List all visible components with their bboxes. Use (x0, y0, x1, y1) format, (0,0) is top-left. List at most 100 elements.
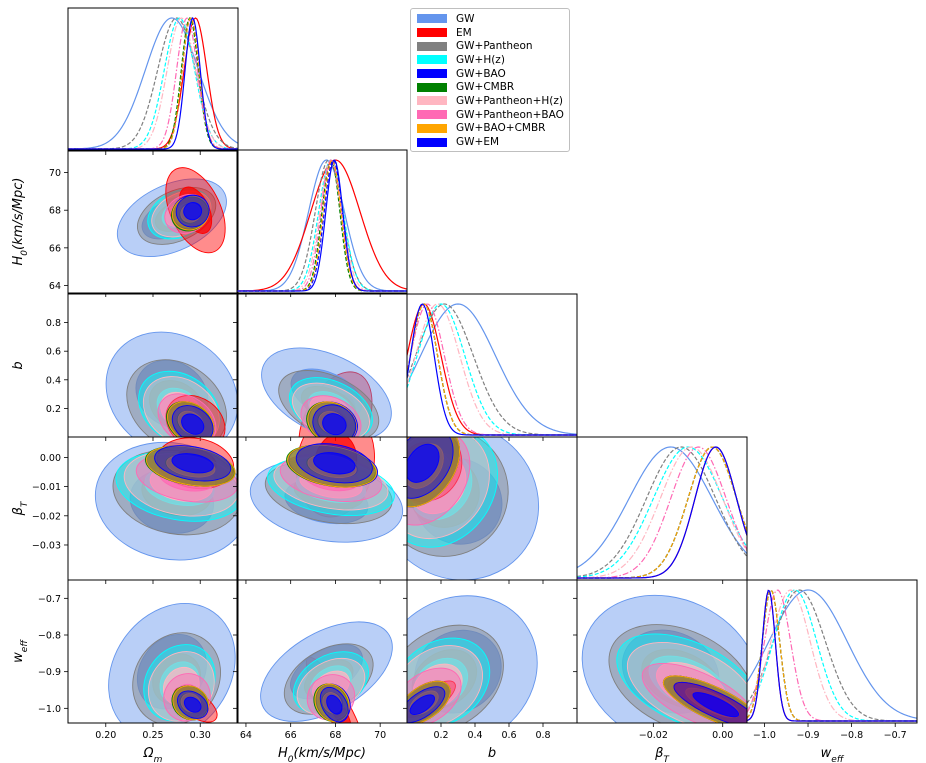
panel-H0-Om: 64 66 68 70 (49, 149, 239, 297)
marginal-Om-GW+EM (68, 16, 238, 150)
panel-bT-b (403, 436, 578, 584)
x-tick-label: −0.7 (884, 730, 907, 741)
x-axis-label-b: b (488, 746, 496, 761)
legend-swatch (417, 28, 447, 38)
panel-w-H0: 64 66 68 70 (233, 579, 408, 741)
y-tick-label: 70 (49, 168, 61, 179)
x-tick-label: −0.02 (639, 730, 668, 741)
x-axis-label-bT: βT (654, 746, 670, 763)
y-axis-label-b: b (11, 361, 26, 369)
marginal-bT-GW+EM (577, 446, 747, 579)
marginal-Om-GW+Pantheon+H(z) (68, 17, 238, 150)
x-tick-label: 70 (374, 730, 386, 741)
x-tick-label: −0.9 (796, 730, 819, 741)
legend-swatch (417, 55, 447, 65)
contour-Om-H0-GW+EM-68 (183, 202, 203, 221)
y-axis-label-H0: H0(km/s/Mpc) (11, 178, 30, 266)
y-tick-label: 0.8 (46, 318, 61, 329)
y-tick-label: −1.0 (38, 704, 61, 715)
y-tick-label: −0.03 (32, 540, 61, 551)
legend-swatch (417, 82, 447, 92)
contour-H0-b-GW+EM-68 (322, 413, 347, 436)
marginal-b-GW+BAO+CMBR (407, 303, 577, 436)
x-tick-label: 0.8 (535, 730, 550, 741)
panel-bT-Om: −0.03 −0.02 −0.01 0.00 (32, 436, 239, 584)
marginal-b-GW+EM (407, 303, 577, 436)
contour-b-w-GW+EM-68 (409, 694, 436, 715)
marginal-H0-GW+EM (237, 159, 407, 292)
y-tick-label: −0.01 (32, 482, 61, 493)
x-tick-label: 0.20 (95, 730, 116, 741)
x-tick-label: 66 (285, 730, 297, 741)
legend-swatch (417, 69, 447, 79)
legend-entry: GW+Pantheon (417, 39, 563, 53)
x-axis-label-w: weff (821, 746, 845, 763)
x-tick-label: −0.8 (840, 730, 863, 741)
legend-entry: GW (417, 12, 563, 26)
legend-label: GW+Pantheon+BAO (456, 108, 564, 121)
legend-label: GW+H(z) (456, 53, 505, 66)
panel-H0-H0 (236, 149, 408, 297)
legend-entry: GW+EM (417, 135, 563, 149)
x-axis-label-Om: Ωm (143, 746, 163, 763)
contour-H0-bT-GW+EM-68 (313, 452, 356, 475)
marginal-w-GW (747, 589, 917, 719)
legend-entry: GW+BAO+CMBR (417, 122, 563, 136)
x-axis-label-H0: H0(km/s/Mpc) (278, 746, 366, 763)
panel-Om-Om (67, 7, 239, 155)
y-axis-label-w: weff (11, 639, 30, 663)
panel-frame (576, 436, 748, 581)
legend-swatch (417, 137, 447, 147)
x-tick-label: 0.25 (142, 730, 163, 741)
legend-swatch (417, 41, 447, 51)
marginal-b-EM (407, 303, 577, 436)
marginal-b-GW+H(z) (407, 303, 577, 436)
legend-label: GW+Pantheon (456, 40, 533, 53)
marginal-w-GW+H(z) (747, 589, 917, 722)
x-tick-label: 0.4 (467, 730, 482, 741)
legend-swatch (417, 110, 447, 120)
marginal-b-GW+Pantheon+H(z) (407, 303, 577, 436)
panel-w-Om: 0.20 0.25 0.30 −1.0 −0.9 −0.8 −0.7 (38, 579, 239, 741)
x-tick-label: 0.30 (190, 730, 211, 741)
legend-label: GW+BAO+CMBR (456, 122, 546, 135)
marginal-w-GW+EM (747, 589, 917, 722)
legend: GW EM GW+Pantheon GW+H(z) GW+BAO GW+CMBR GW+Pa… (410, 8, 570, 152)
panel-w-b: 0.2 0.4 0.6 0.8 (403, 579, 578, 741)
contour-bT-w-GW+EM-68 (692, 692, 740, 718)
x-tick-label: 0.00 (712, 730, 733, 741)
y-tick-label: 0.4 (46, 375, 61, 386)
marginal-Om-EM (68, 17, 238, 150)
y-tick-label: −0.9 (38, 667, 61, 678)
contour-b-bT-GW+EM-68 (407, 443, 440, 483)
y-tick-label: −0.02 (32, 511, 61, 522)
contour-Om-bT-GW+EM-68 (171, 453, 214, 474)
marginal-b-GW+Pantheon+BAO (407, 303, 577, 436)
marginal-Om-GW+Pantheon+BAO (68, 17, 238, 150)
legend-entry: GW+H(z) (417, 53, 563, 67)
y-tick-label: 0.6 (46, 347, 61, 358)
marginal-bT-GW+H(z) (577, 446, 747, 578)
marginal-b-GW+CMBR (407, 303, 577, 436)
legend-entry: GW+CMBR (417, 80, 563, 94)
marginal-Om-GW (68, 17, 238, 150)
legend-label: GW+Pantheon+H(z) (456, 94, 563, 107)
legend-swatch (417, 123, 447, 133)
legend-label: EM (456, 26, 472, 39)
marginal-Om-GW+BAO+CMBR (68, 17, 238, 150)
x-tick-label: 68 (329, 730, 341, 741)
y-tick-label: 68 (49, 206, 61, 217)
x-tick-label: 0.6 (501, 730, 516, 741)
y-tick-label: −0.8 (38, 631, 61, 642)
y-axis-label-bT: βT (11, 500, 30, 516)
y-tick-label: 0.00 (40, 453, 61, 464)
marginal-bT-GW (577, 446, 747, 569)
panel-b-Om: 0.2 0.4 0.6 0.8 (46, 293, 239, 441)
marginal-bT-GW+BAO+CMBR (577, 446, 747, 579)
contour-Om-w-GW+EM-68 (183, 696, 202, 713)
x-tick-label: −1.0 (753, 730, 776, 741)
legend-swatch (417, 96, 447, 106)
panel-bT-bT (576, 436, 748, 584)
marginal-Om-GW+H(z) (68, 17, 238, 150)
contour-H0-w-GW+EM-68 (326, 694, 343, 715)
